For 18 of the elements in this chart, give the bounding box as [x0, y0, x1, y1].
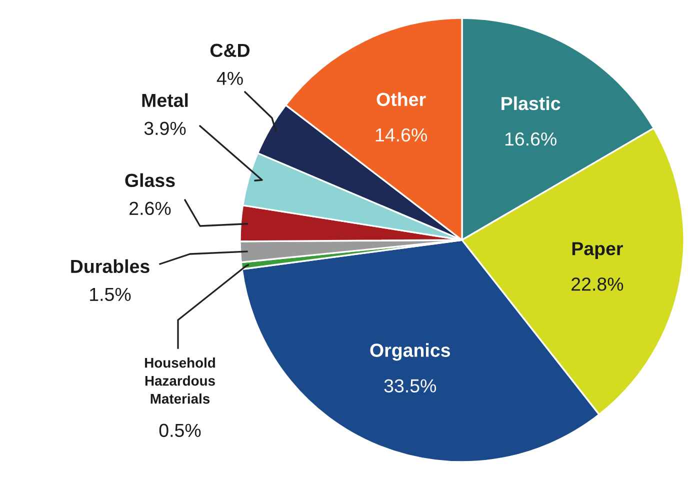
- data-label: 1.5%: [90, 288, 131, 302]
- slice-label: C&D: [210, 44, 250, 58]
- data-label: 4%: [216, 72, 243, 85]
- slice-label: Metal: [142, 93, 188, 108]
- data-label: 14.6%: [376, 128, 427, 142]
- slice-label: Glass: [125, 173, 175, 188]
- slice-label: Durables: [71, 259, 150, 274]
- slice-label: Other: [376, 92, 426, 106]
- slice-label: Plastic: [502, 96, 560, 110]
- data-label: 3.9%: [144, 122, 186, 136]
- slice-label: Paper: [572, 242, 623, 259]
- data-label: 22.8%: [572, 278, 624, 291]
- data-label: 16.6%: [505, 132, 556, 146]
- data-label: 2.6%: [130, 202, 171, 216]
- data-label: 0.5%: [159, 424, 201, 438]
- slice-label: Organics: [370, 343, 450, 361]
- data-label: 33.5%: [384, 379, 436, 393]
- slice-label: Household Hazardous Materials: [145, 358, 215, 404]
